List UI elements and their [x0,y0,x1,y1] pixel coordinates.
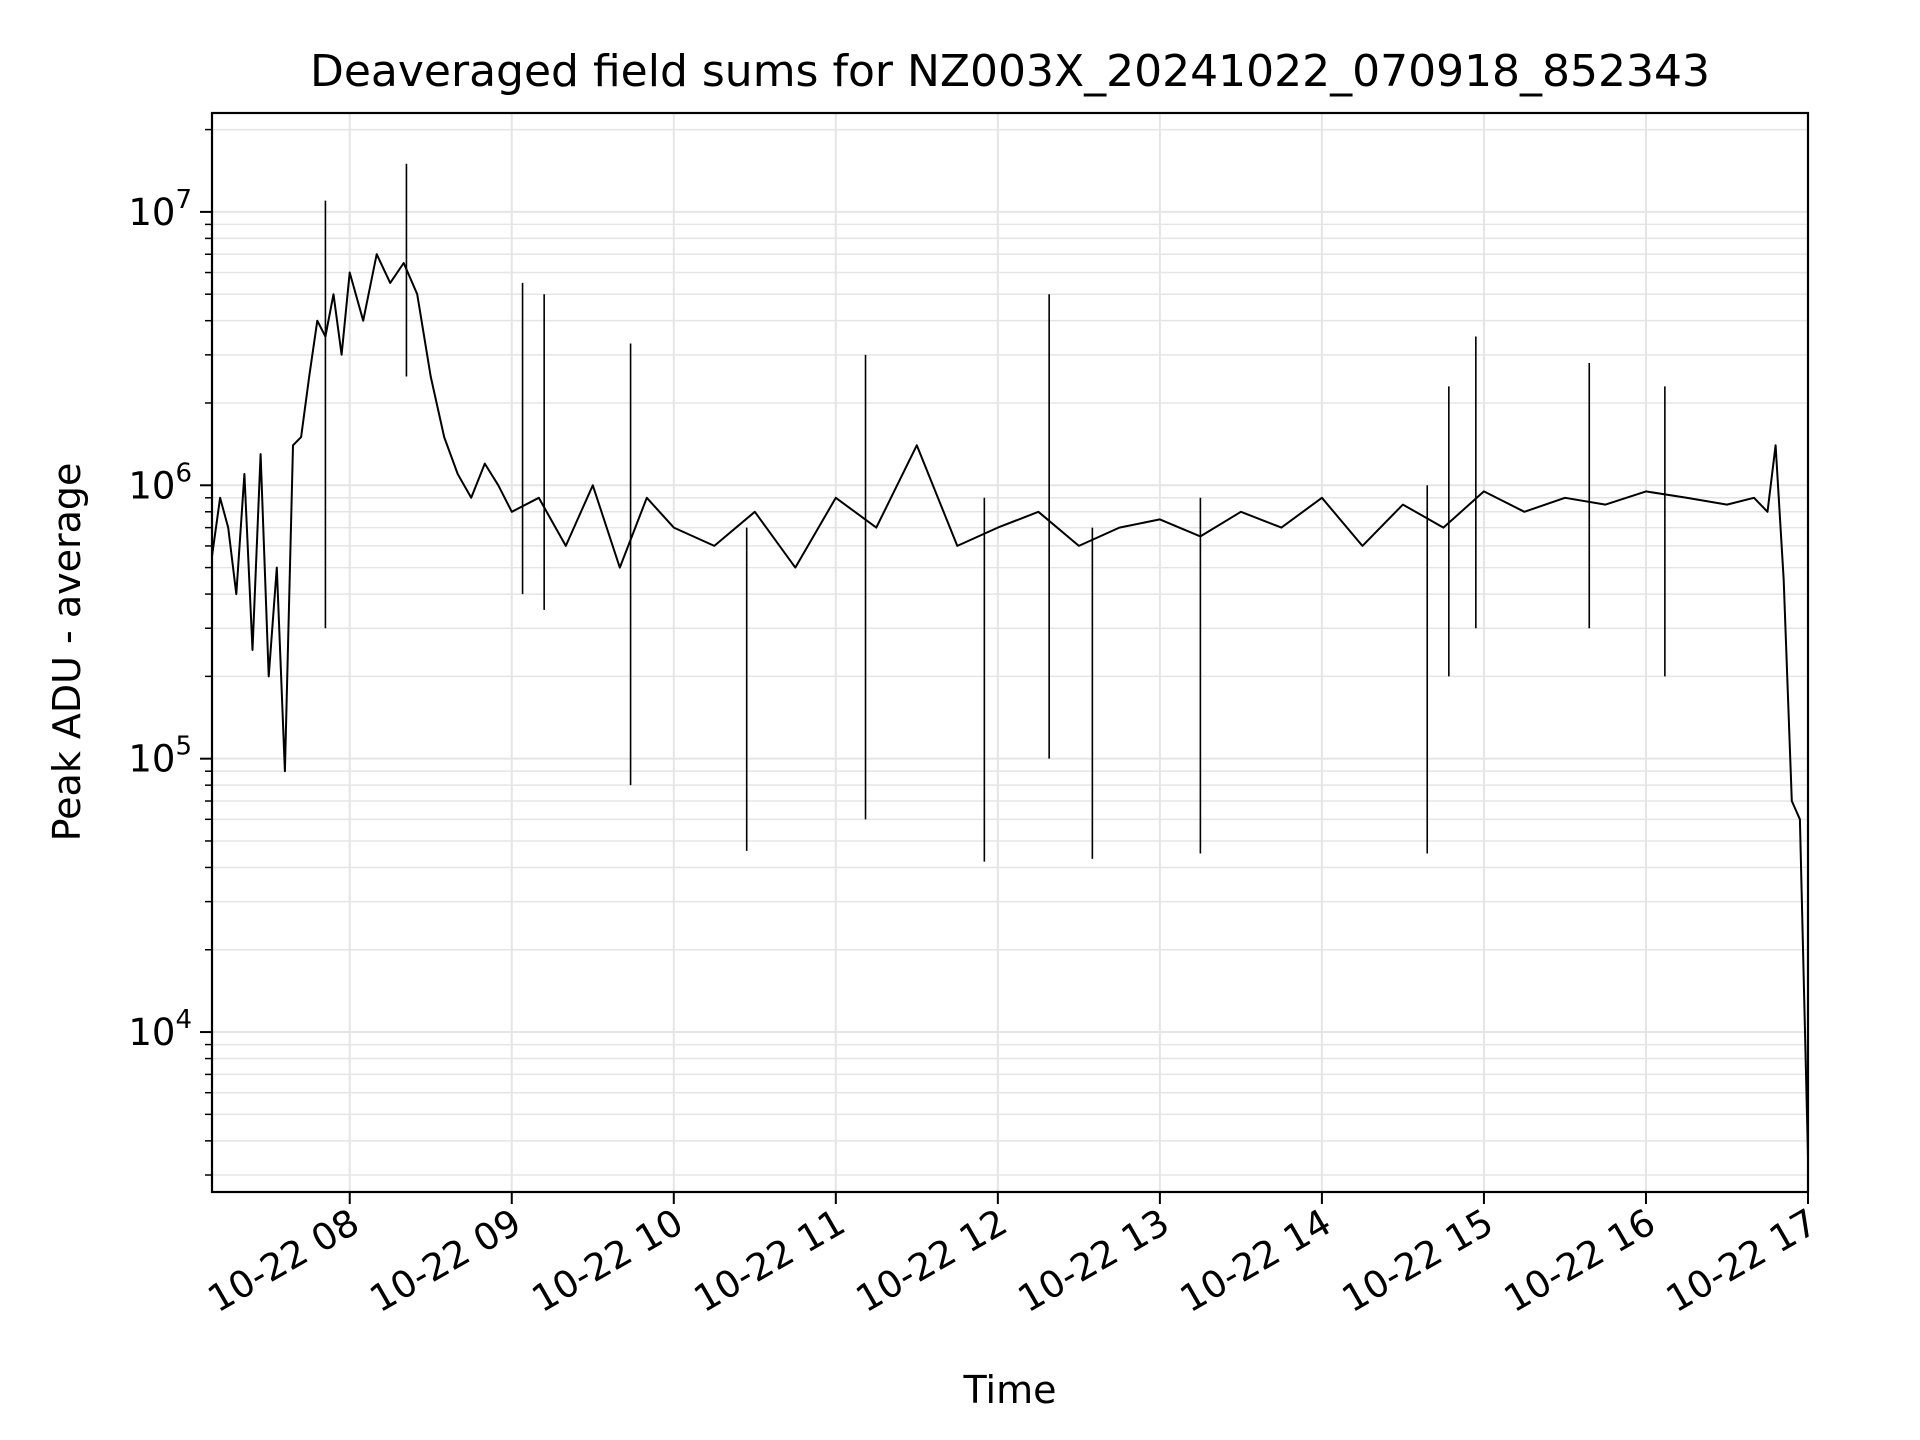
y-axis-label: Peak ADU - average [45,463,89,842]
chart-title: Deaveraged field sums for NZ003X_2024102… [310,46,1710,97]
y-tick-label: 106 [128,458,192,507]
grid [212,113,1809,1192]
series-line [211,253,1809,1157]
y-tick-label: 104 [128,1005,192,1054]
data-layer [211,163,1809,1157]
plot-frame [210,111,1810,1194]
x-axis-label: Time [963,1368,1057,1412]
y-tick-label: 107 [128,185,192,234]
y-tick-label: 105 [128,732,192,781]
